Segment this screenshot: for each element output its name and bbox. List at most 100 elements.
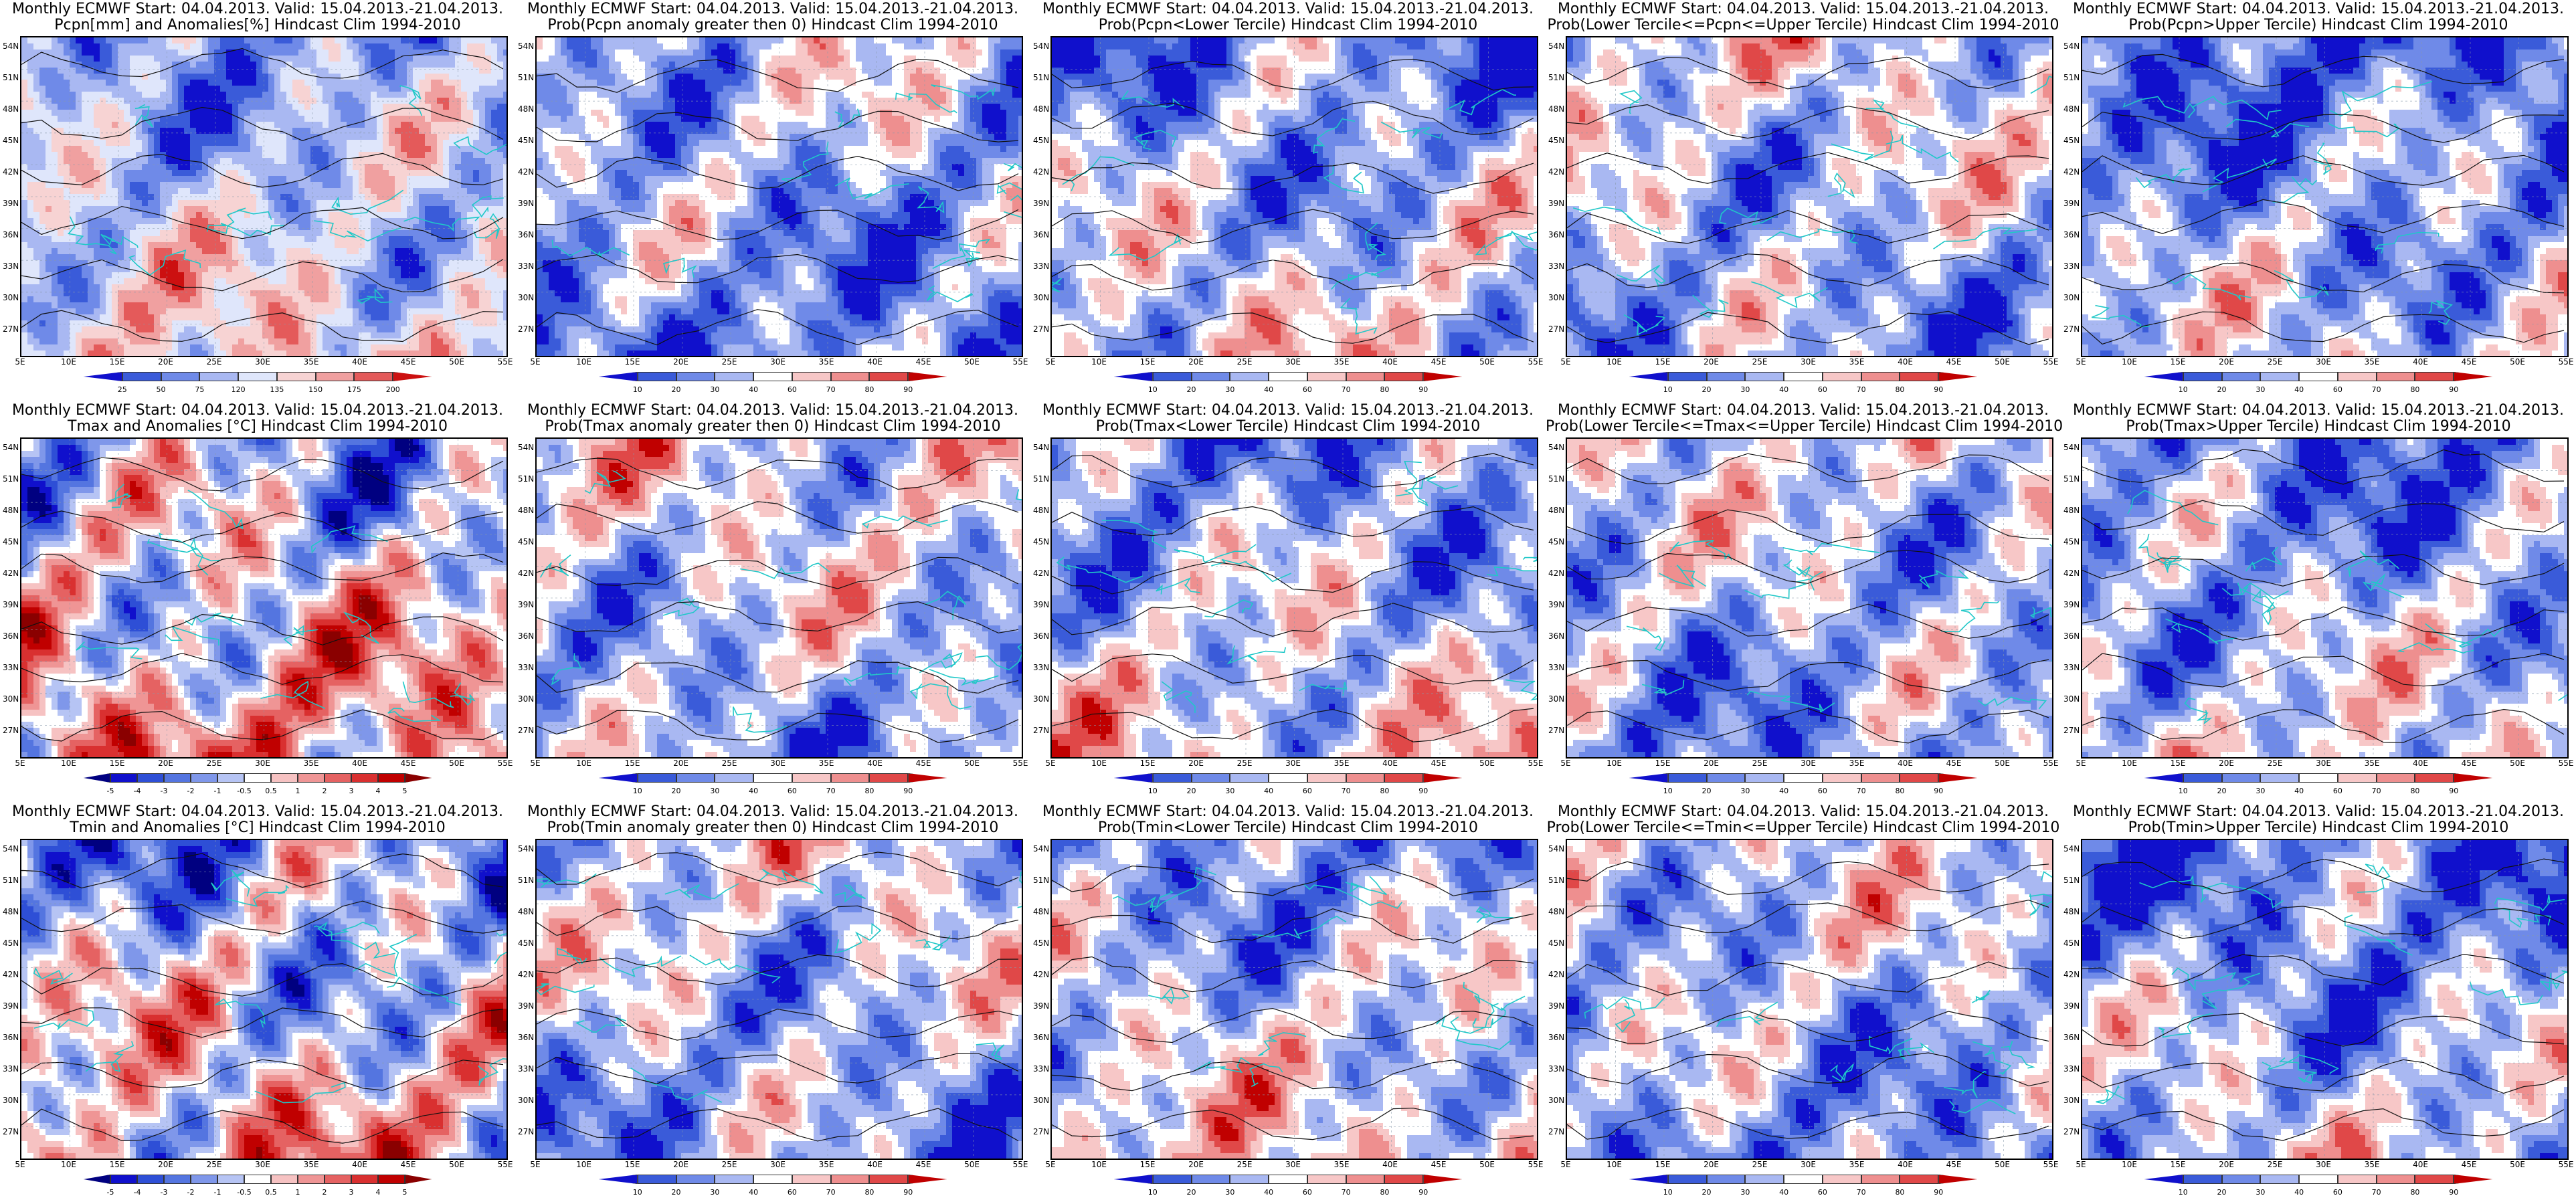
lat-label: 45N [1033,938,1049,948]
panel-title-line2: Tmax and Anomalies [°C] Hindcast Clim 19… [0,419,515,435]
lat-label: 54N [1548,443,1564,452]
lon-axis: 5E 10E 15E 20E 25E 30E 35E 40E 45E 50E 55E [2081,357,2566,367]
lon-label: 30E [1285,357,1301,367]
lat-label: 36N [1033,631,1049,641]
map-panel: Monthly ECMWF Start: 04.04.2013. Valid: … [1030,0,1546,401]
lon-label: 15E [1655,357,1671,367]
field-shading [1052,37,1537,356]
colorbar-tick-label: 20 [1187,1188,1196,1197]
lon-label: 55E [2043,1160,2059,1169]
forecast-map [1050,36,1538,357]
lon-axis: 5E 10E 15E 20E 25E 30E 35E 40E 45E 50E 55E [1566,1160,2051,1169]
forecast-map [20,36,508,357]
map-panel: Monthly ECMWF Start: 04.04.2013. Valid: … [1546,0,2061,401]
lon-label: 15E [110,759,125,768]
lat-label: 51N [518,73,534,82]
lat-label: 42N [518,569,534,578]
colorbar-tick-label: 10 [633,385,642,394]
lon-axis: 5E 10E 15E 20E 25E 30E 35E 40E 45E 50E 55E [1566,759,2051,768]
colorbar-tick-label: 60 [2333,787,2342,795]
colorbar-swatch [325,773,351,783]
lat-label: 48N [1033,506,1049,515]
lat-label: 51N [518,876,534,885]
lon-label: 45E [1946,1160,1962,1169]
colorbar-swatch [1307,773,1346,783]
lat-label: 51N [2063,474,2080,484]
lon-label: 5E [15,759,25,768]
lat-label: 27N [2063,726,2080,735]
colorbar-swatch [1346,773,1385,783]
colorbar-tick-label: 10 [633,1188,642,1197]
lat-label: 54N [3,443,19,452]
colorbar-tick-label: 10 [1663,385,1673,394]
lon-label: 30E [1285,759,1301,768]
colorbar-swatch [1384,773,1423,783]
lon-label: 30E [2316,1160,2331,1169]
colorbar-swatch [715,1175,753,1184]
colorbar-swatch [1114,1175,1153,1184]
colorbar-ticks: 10 20 30 40 60 70 80 90 [1629,1188,1977,1197]
colorbar-tick-label: 60 [2333,385,2342,394]
lon-label: 15E [2171,1160,2186,1169]
colorbar-swatch [676,1175,715,1184]
lat-label: 54N [3,844,19,854]
colorbar-swatch [869,1175,908,1184]
lon-label: 20E [673,759,688,768]
panel-title-line2: Tmin and Anomalies [°C] Hindcast Clim 19… [0,820,515,836]
lon-label: 35E [1849,759,1865,768]
colorbar-tick-label: 20 [1702,1188,1712,1197]
lat-label: 48N [518,907,534,916]
lon-label: 45E [1946,357,1962,367]
colorbar-tick-label: 80 [2410,385,2419,394]
lon-label: 20E [673,357,688,367]
field-shading [1567,840,2052,1159]
lat-label: 54N [518,41,534,51]
panel-title-line2: Prob(Pcpn<Lower Tercile) Hindcast Clim 1… [1030,17,1546,33]
lon-label: 45E [401,759,416,768]
colorbar-tick-label: 40 [1264,385,1273,394]
colorbar-swatch [908,372,947,381]
forecast-map [535,437,1023,759]
forecast-map [1566,437,2053,759]
colorbar-tick-label: 4 [376,787,381,795]
colorbar-swatch [1784,372,1823,381]
lat-label: 30N [1033,694,1049,704]
map-panel: Monthly ECMWF Start: 04.04.2013. Valid: … [1030,803,1546,1204]
lon-label: 20E [158,759,173,768]
colorbar-tick-label: 30 [1225,385,1234,394]
lat-label: 33N [518,262,534,271]
colorbar-tick-label: 70 [1857,385,1866,394]
lat-label: 54N [518,844,534,854]
colorbar-tick-label: 80 [1895,787,1904,795]
colorbar-tick-label: 30 [710,787,719,795]
panel-title-line1: Monthly ECMWF Start: 04.04.2013. Valid: … [2061,804,2576,820]
colorbar-tick-label: 70 [2372,787,2381,795]
colorbar-swatch [753,1175,792,1184]
colorbar-swatch [1823,1175,1861,1184]
colorbar-ticks: 10 20 30 40 60 70 80 90 [1114,385,1462,395]
lon-label: 20E [1188,1160,1204,1169]
lat-label: 45N [1548,136,1564,145]
lat-label: 45N [518,136,534,145]
panel-title-line2: Prob(Pcpn>Upper Tercile) Hindcast Clim 1… [2061,17,2576,33]
colorbar-tick-label: 90 [2449,385,2458,394]
colorbar [1629,773,1977,784]
colorbar-tick-label: 80 [864,1188,874,1197]
colorbar-tick-label: 70 [2372,385,2381,394]
lon-label: 45E [1946,759,1962,768]
lon-label: 10E [2122,357,2137,367]
colorbar-tick-label: 20 [1702,787,1712,795]
colorbar-tick-label: 40 [1264,1188,1273,1197]
colorbar-swatch [1784,773,1823,783]
lat-label: 27N [518,1127,534,1136]
lon-label: 30E [770,1160,786,1169]
colorbar [599,372,947,383]
field-shading [21,840,507,1159]
lon-label: 50E [964,1160,980,1169]
lat-label: 42N [3,970,19,979]
lat-label: 36N [1548,631,1564,641]
lon-label: 10E [61,1160,76,1169]
colorbar-swatch [1900,1175,1938,1184]
colorbar-swatch [217,773,244,783]
lon-label: 55E [2043,357,2059,367]
